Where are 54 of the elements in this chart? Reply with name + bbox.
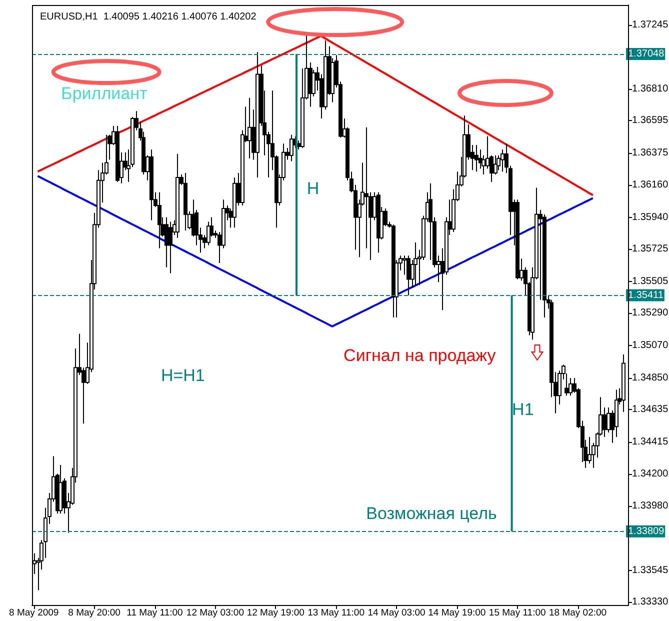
candlestick (474, 144, 478, 172)
candlestick (568, 377, 572, 396)
x-tick-label: 8 May 2009 (9, 608, 59, 618)
candlestick (402, 255, 406, 276)
y-tick-label: 1.33980 (632, 500, 669, 512)
candlestick (414, 242, 418, 286)
candlestick (168, 221, 172, 274)
candlestick (588, 436, 592, 464)
ref-line-label: 1.35411 (628, 290, 664, 301)
x-tick-label: 13 May 11:00 (308, 608, 364, 618)
x-tick-label: 15 May 11:00 (488, 608, 546, 618)
candlestick (312, 69, 316, 97)
x-tick-label: 12 May 19:00 (246, 608, 304, 618)
annotation: H (306, 179, 320, 198)
y-tick-label: 1.34415 (632, 436, 669, 448)
x-tick-label: 8 May 20:00 (68, 608, 120, 618)
x-tick-label: 18 May 02:00 (549, 608, 607, 618)
candlestick (494, 154, 498, 176)
y-tick-label: 1.37245 (632, 19, 669, 30)
y-tick-label: 1.35290 (632, 308, 669, 319)
y-tick-label: 1.34635 (632, 404, 669, 416)
text: EURUSD,H1 1.40095 1.40216 1.40076 1.40202 (40, 12, 257, 22)
y-tick-label: 1.33545 (632, 564, 669, 576)
annotation: Бриллиант (61, 84, 148, 103)
y-tick-label: 1.35070 (632, 340, 669, 352)
annotation: Возможная цель (366, 504, 497, 524)
candlestick (158, 192, 162, 249)
line-series (36, 34, 594, 196)
x-tick-label: 12 May 03:00 (186, 608, 244, 618)
candlestick (248, 97, 252, 159)
x-tick-label: 11 May 11:00 (126, 608, 183, 618)
y-tick-label: 1.34850 (632, 372, 669, 384)
x-tick-label: 14 May 03:00 (368, 608, 426, 618)
y-tick-label: 1.33330 (632, 596, 669, 608)
line-series (36, 175, 594, 328)
y-tick-label: 1.34200 (632, 468, 669, 480)
y-tick-label: 1.36375 (632, 148, 669, 159)
annotation: Сигнал на продажу (344, 346, 496, 365)
x-tick-label: 14 May 19:00 (428, 608, 486, 618)
candlestick (406, 255, 410, 296)
y-tick-label: 1.36595 (632, 115, 669, 126)
annotation: H1 (512, 400, 534, 419)
candlestick (290, 134, 294, 162)
y-tick-label: 1.35725 (632, 243, 669, 254)
annotation: H=H1 (160, 366, 205, 385)
ref-line-label: 1.37048 (628, 48, 665, 60)
candlestick (602, 406, 606, 438)
y-tick-label: 1.35940 (632, 212, 669, 223)
y-tick-label: 1.36160 (632, 179, 669, 190)
ref-line-label: 1.33809 (628, 526, 665, 537)
candlestick (500, 148, 504, 172)
y-tick-label: 1.36810 (632, 84, 669, 95)
y-tick-label: 1.35505 (632, 276, 669, 287)
candlestick (606, 406, 610, 434)
